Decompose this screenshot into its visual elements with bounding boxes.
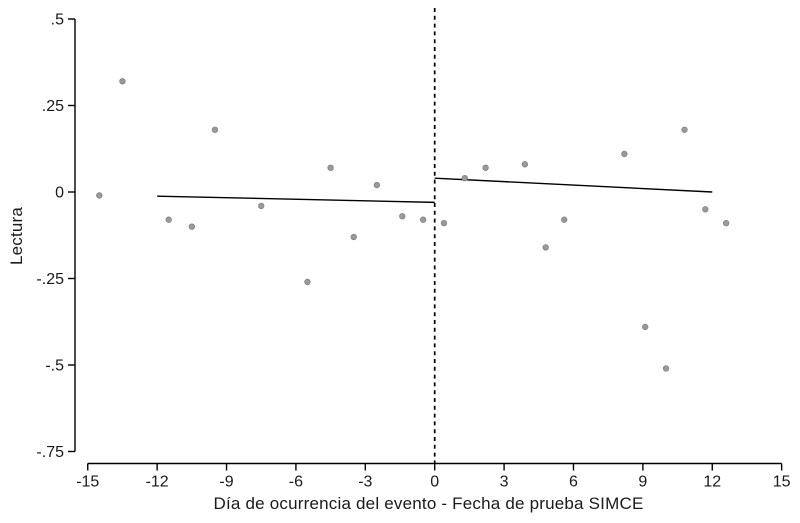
- x-tick-label: 15: [773, 474, 791, 491]
- y-tick-label: .5: [51, 12, 64, 29]
- scatter-point: [96, 192, 103, 199]
- x-tick-label: 3: [500, 474, 509, 491]
- x-tick-label: 9: [638, 474, 647, 491]
- scatter-point: [188, 223, 195, 230]
- x-tick-label: 6: [569, 474, 578, 491]
- scatter-point: [461, 175, 468, 182]
- x-tick-label: -9: [219, 474, 233, 491]
- x-tick-label: -6: [289, 474, 303, 491]
- y-tick-label: -.25: [36, 271, 64, 288]
- fit-line-right: [434, 177, 713, 193]
- scatter-point: [119, 78, 126, 85]
- scatter-point: [662, 365, 670, 372]
- scatter-point: [722, 219, 730, 227]
- x-tick-label: 12: [703, 474, 721, 491]
- y-tick-label: .25: [42, 98, 64, 115]
- x-tick-label: -3: [358, 474, 372, 491]
- scatter-point: [304, 278, 311, 286]
- y-tick-label: -.75: [36, 444, 64, 461]
- scatter-point: [258, 202, 265, 209]
- scatter-point: [373, 181, 381, 189]
- scatter-point: [561, 216, 568, 223]
- scatter-point: [642, 323, 649, 331]
- scatter-point: [211, 126, 219, 133]
- scatter-point: [702, 206, 709, 213]
- scatter-point: [440, 219, 448, 227]
- x-axis-title: Día de ocurrencia del evento - Fecha de …: [213, 494, 644, 513]
- scatter-point: [399, 213, 406, 220]
- y-tick-label: 0: [55, 185, 64, 202]
- fit-line-left: [157, 195, 435, 204]
- x-tick-label: -12: [146, 474, 169, 491]
- x-tick-label: 0: [430, 474, 439, 491]
- scatter-point: [621, 150, 628, 158]
- scatter-point: [350, 233, 357, 241]
- scatter-point: [327, 164, 334, 171]
- scatter-point: [165, 216, 172, 223]
- scatter-point: [419, 216, 427, 223]
- scatter-point: [681, 126, 688, 133]
- y-tick-label: -.5: [45, 358, 64, 375]
- scatter-point: [482, 164, 489, 171]
- scatter-point: [521, 161, 529, 168]
- scatter-point: [542, 244, 549, 251]
- x-tick-label: -15: [76, 474, 99, 491]
